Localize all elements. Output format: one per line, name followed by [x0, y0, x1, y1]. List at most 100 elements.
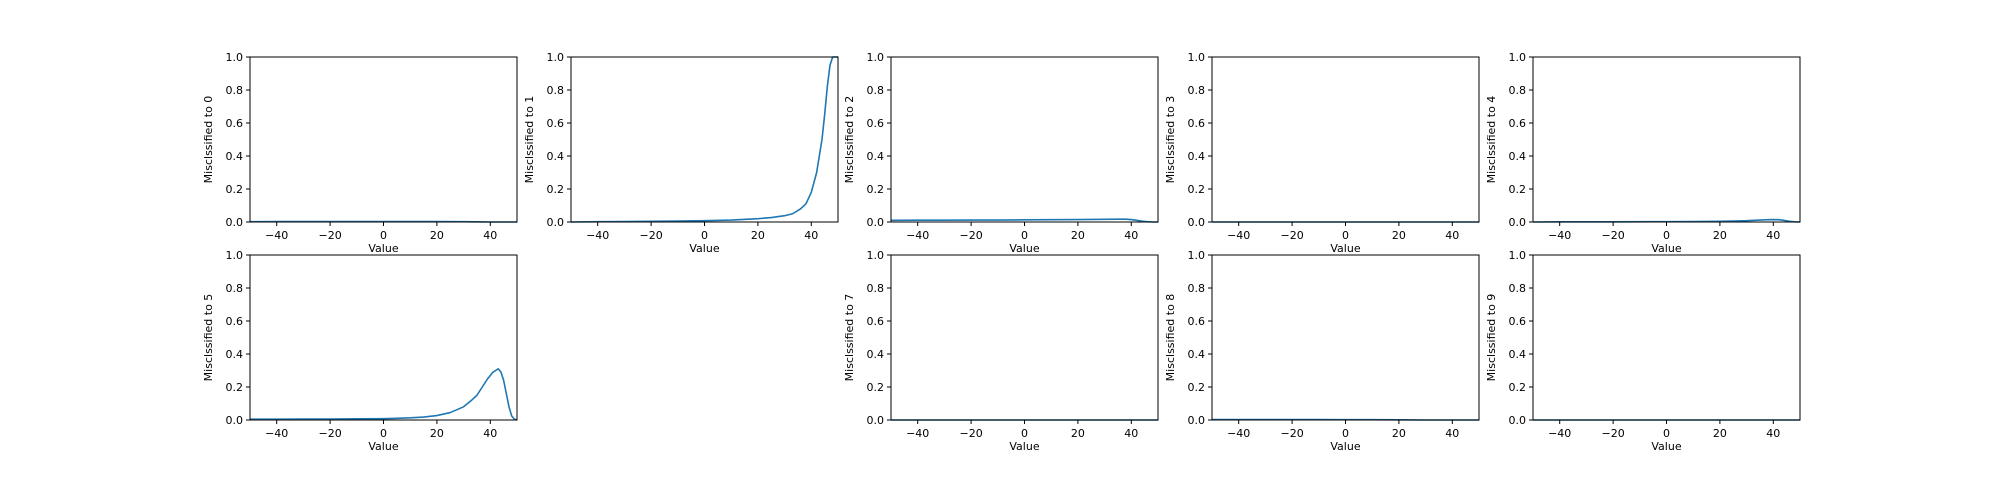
y-axis-label: Misclssified to 2: [843, 96, 856, 184]
x-tick-label: 20: [1071, 427, 1085, 440]
x-tick-label: −40: [1227, 427, 1250, 440]
y-tick-label: 0.0: [1188, 216, 1206, 229]
x-axis-label: Value: [1009, 242, 1039, 255]
y-tick-label: 0.6: [226, 315, 244, 328]
y-tick-label: 0.4: [1509, 348, 1527, 361]
y-tick-label: 0.4: [867, 348, 885, 361]
axes-frame: [1211, 254, 1480, 421]
series-line: [250, 368, 518, 421]
x-tick-label: 0: [380, 427, 387, 440]
x-axis-label: Value: [1330, 440, 1360, 453]
y-tick-label: 0.4: [1188, 348, 1206, 361]
x-tick-label: 20: [1713, 427, 1727, 440]
y-tick-label: 0.2: [226, 381, 244, 394]
y-tick-label: 0.0: [226, 216, 244, 229]
x-tick-label: 20: [430, 427, 444, 440]
x-tick-label: 40: [1766, 229, 1780, 242]
y-tick-label: 0.2: [547, 183, 565, 196]
y-tick-label: 0.4: [1509, 150, 1527, 163]
y-tick-label: 0.8: [1509, 84, 1527, 97]
y-tick-label: 0.8: [226, 84, 244, 97]
subplot-3: −40 −20 0 20 40 0.0 0.2 0.4 0.6 0.8 1.0 Value Miscls…: [1164, 51, 1480, 255]
x-tick-label: −40: [586, 229, 609, 242]
y-tick-label: 1.0: [867, 51, 885, 64]
y-tick-label: 0.2: [1188, 381, 1206, 394]
y-tick-label: 1.0: [226, 51, 244, 64]
y-axis-label: Misclssified to 8: [1164, 294, 1177, 382]
x-tick-label: 20: [1392, 427, 1406, 440]
subplot-4: −40 −20 0 20 40 0.0 0.2 0.4 0.6 0.8 1.0 Value Miscls…: [1485, 51, 1801, 255]
axes-frame: [1532, 254, 1801, 421]
x-axis-label: Value: [368, 242, 398, 255]
y-tick-label: 0.0: [1509, 216, 1527, 229]
x-tick-label: 20: [1071, 229, 1085, 242]
y-axis-label: Misclssified to 5: [202, 294, 215, 382]
x-tick-label: −40: [906, 427, 929, 440]
x-tick-label: 0: [1342, 427, 1349, 440]
x-tick-label: −40: [265, 427, 288, 440]
y-tick-label: 0.4: [226, 150, 244, 163]
y-tick-label: 0.6: [226, 117, 244, 130]
y-tick-label: 0.8: [867, 84, 885, 97]
y-tick-label: 0.2: [226, 183, 244, 196]
x-tick-label: 0: [1021, 427, 1028, 440]
subplot-5: −40 −20 0 20 40 0.0 0.2 0.4 0.6 0.8 1.0 Value Miscls…: [202, 249, 518, 453]
y-tick-label: 0.0: [867, 414, 885, 427]
subplot-8: −40 −20 0 20 40 0.0 0.2 0.4 0.6 0.8 1.0 Value Miscls…: [1485, 249, 1801, 453]
x-tick-label: 40: [804, 229, 818, 242]
y-axis-label: Misclssified to 4: [1485, 96, 1498, 184]
x-axis-label: Value: [1651, 242, 1681, 255]
x-tick-label: 0: [1342, 229, 1349, 242]
x-tick-label: 0: [1663, 229, 1670, 242]
y-tick-label: 1.0: [547, 51, 565, 64]
y-tick-label: 0.2: [1509, 183, 1527, 196]
y-tick-label: 0.2: [1509, 381, 1527, 394]
y-tick-label: 0.4: [547, 150, 565, 163]
x-tick-label: −20: [1601, 427, 1624, 440]
x-tick-label: −20: [959, 229, 982, 242]
x-tick-label: −20: [318, 229, 341, 242]
y-tick-label: 0.6: [867, 117, 885, 130]
y-tick-label: 0.0: [867, 216, 885, 229]
y-tick-label: 0.0: [226, 414, 244, 427]
x-tick-label: −20: [318, 427, 341, 440]
y-tick-label: 0.6: [867, 315, 885, 328]
y-tick-label: 0.8: [1509, 282, 1527, 295]
x-tick-label: 40: [1124, 427, 1138, 440]
y-tick-label: 1.0: [1188, 249, 1206, 262]
y-tick-label: 0.4: [226, 348, 244, 361]
x-tick-label: 40: [1445, 229, 1459, 242]
x-tick-label: −20: [1601, 229, 1624, 242]
x-axis-label: Value: [368, 440, 398, 453]
axes-frame: [570, 56, 839, 223]
subplot-6: −40 −20 0 20 40 0.0 0.2 0.4 0.6 0.8 1.0 Value Miscls…: [843, 249, 1159, 453]
axes-frame: [249, 56, 518, 223]
axes-frame: [1532, 56, 1801, 223]
axes-frame: [890, 56, 1159, 223]
y-tick-label: 0.0: [547, 216, 565, 229]
y-tick-label: 0.2: [1188, 183, 1206, 196]
x-tick-label: −20: [1280, 427, 1303, 440]
x-tick-label: 40: [483, 229, 497, 242]
y-tick-label: 0.8: [226, 282, 244, 295]
y-axis-label: Misclssified to 1: [523, 96, 536, 184]
x-tick-label: −40: [265, 229, 288, 242]
subplot-7: −40 −20 0 20 40 0.0 0.2 0.4 0.6 0.8 1.0 Value Miscls…: [1164, 249, 1480, 453]
x-axis-label: Value: [1009, 440, 1039, 453]
x-tick-label: 0: [380, 229, 387, 242]
y-axis-label: Misclssified to 3: [1164, 96, 1177, 184]
y-tick-label: 1.0: [1509, 249, 1527, 262]
x-tick-label: −40: [1227, 229, 1250, 242]
y-tick-label: 1.0: [1509, 51, 1527, 64]
y-tick-label: 0.8: [1188, 84, 1206, 97]
x-tick-label: 20: [430, 229, 444, 242]
y-axis-label: Misclssified to 7: [843, 294, 856, 382]
x-tick-label: −40: [1548, 427, 1571, 440]
x-tick-label: 0: [701, 229, 708, 242]
axes-frame: [1211, 56, 1480, 223]
x-axis-label: Value: [1651, 440, 1681, 453]
y-tick-label: 0.0: [1509, 414, 1527, 427]
y-tick-label: 0.4: [867, 150, 885, 163]
subplot-1: −40 −20 0 20 40 0.0 0.2 0.4 0.6 0.8 1.0 Value Miscls…: [523, 51, 839, 255]
